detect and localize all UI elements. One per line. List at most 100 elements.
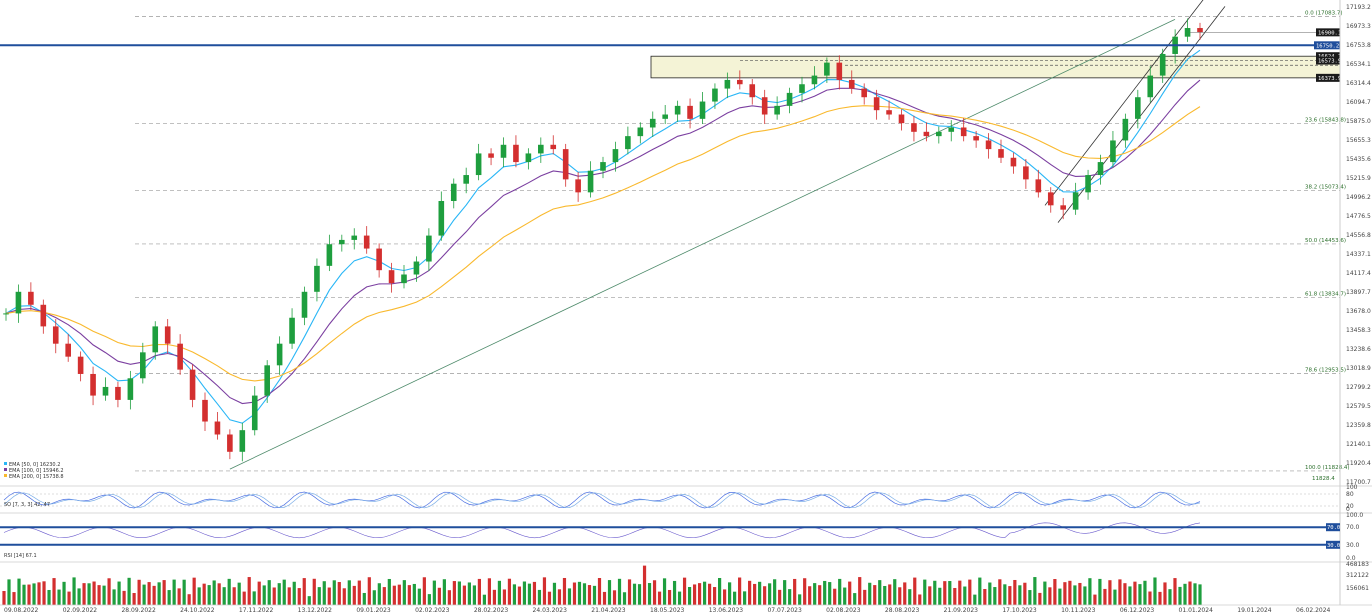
volume-bar bbox=[1068, 580, 1072, 605]
volume-bar bbox=[712, 587, 717, 605]
volume-bar bbox=[707, 583, 712, 605]
candle-body bbox=[314, 265, 320, 292]
candle-body bbox=[301, 291, 308, 318]
volume-bar bbox=[858, 577, 862, 605]
volume-tick-label: 156061 bbox=[1346, 585, 1369, 592]
price-tick-label: 12140.1 bbox=[1346, 441, 1371, 448]
candle-body bbox=[28, 291, 34, 305]
price-tick-label: 15875.0 bbox=[1346, 118, 1371, 125]
volume-bar bbox=[943, 581, 947, 605]
volume-bar bbox=[507, 578, 512, 605]
volume-bar bbox=[147, 582, 151, 605]
volume-bar bbox=[1118, 579, 1122, 605]
date-tick-label: 28.02.2023 bbox=[474, 607, 509, 614]
volume-bar bbox=[397, 584, 401, 605]
price-tick-label: 13897.7 bbox=[1346, 289, 1371, 296]
rsi-tick-label: 70.0 bbox=[1346, 524, 1360, 531]
volume-bar bbox=[162, 580, 166, 605]
volume-bar bbox=[557, 589, 562, 605]
price-tick-label: 14337.1 bbox=[1346, 251, 1371, 258]
date-tick-label: 07.07.2023 bbox=[767, 607, 802, 614]
candle-body bbox=[587, 170, 594, 193]
volume-bar bbox=[492, 589, 497, 605]
price-tick-label: 14117.4 bbox=[1346, 270, 1371, 277]
price-tick-label: 15215.9 bbox=[1346, 175, 1371, 182]
volume-bar bbox=[918, 594, 922, 605]
candle-body bbox=[475, 153, 482, 176]
legend-swatch bbox=[4, 474, 7, 477]
volume-bar bbox=[717, 577, 722, 605]
candle-body bbox=[251, 395, 258, 431]
stoch-tick-label: 80 bbox=[1346, 491, 1354, 498]
volume-bar bbox=[222, 587, 226, 605]
volume-bar bbox=[612, 590, 617, 605]
volume-bar bbox=[863, 589, 867, 605]
candle-body bbox=[886, 110, 892, 115]
candle-body bbox=[575, 179, 581, 193]
volume-bar bbox=[1103, 588, 1107, 605]
volume-bar bbox=[487, 578, 492, 605]
volume-bar bbox=[537, 589, 542, 605]
volume-bar bbox=[352, 585, 356, 605]
volume-bar bbox=[82, 583, 86, 605]
candle-body bbox=[1010, 157, 1017, 167]
volume-bar bbox=[682, 577, 687, 605]
candle-body bbox=[737, 79, 743, 85]
volume-bar bbox=[908, 589, 912, 605]
volume-bar bbox=[262, 585, 266, 605]
volume-bar bbox=[377, 583, 381, 605]
stoch-tick-label: 20 bbox=[1346, 503, 1354, 510]
candle-body bbox=[426, 235, 432, 262]
candle-body bbox=[177, 343, 183, 370]
volume-bar bbox=[12, 592, 16, 605]
channel-upper-line bbox=[1044, 0, 1204, 206]
volume-bar bbox=[437, 587, 441, 605]
candle-body bbox=[164, 326, 171, 344]
ema-line bbox=[5, 105, 1201, 382]
volume-bar bbox=[1168, 589, 1172, 605]
volume-bar bbox=[1003, 584, 1007, 605]
volume-bar bbox=[642, 565, 647, 605]
volume-bar bbox=[512, 584, 517, 605]
volume-bar bbox=[402, 580, 406, 605]
candle-body bbox=[898, 114, 905, 124]
rsi-tick-label: 30.0 bbox=[1346, 542, 1360, 549]
volume-bar bbox=[988, 582, 992, 605]
volume-bar bbox=[1123, 583, 1127, 605]
volume-bar bbox=[1173, 578, 1177, 605]
volume-bar bbox=[1083, 586, 1087, 605]
volume-bar bbox=[968, 579, 972, 605]
volume-bar bbox=[447, 590, 451, 605]
candle-body bbox=[786, 92, 793, 106]
volume-bar bbox=[1078, 582, 1082, 605]
price-tick-label: 16973.3 bbox=[1346, 23, 1371, 30]
price-tick-label: 13018.9 bbox=[1346, 365, 1371, 372]
candles bbox=[3, 18, 1203, 462]
volume-bar bbox=[302, 578, 306, 605]
fib-level-label: 38.2 (15073.4) bbox=[1305, 184, 1346, 190]
volume-bar bbox=[738, 577, 742, 605]
volume-bar bbox=[813, 583, 817, 605]
volume-bar bbox=[993, 587, 997, 605]
horizontal-levels[interactable]: 16750.2 16900.1 11828.4 bbox=[0, 28, 1341, 482]
volume-bar bbox=[517, 586, 522, 605]
volume-bar bbox=[227, 578, 231, 605]
candle-body bbox=[450, 183, 457, 201]
candle-body bbox=[836, 62, 843, 80]
volume-bar bbox=[602, 591, 607, 605]
candle-body bbox=[948, 127, 955, 132]
volume-bar bbox=[27, 584, 31, 605]
volume-bar bbox=[562, 577, 567, 605]
volume-bar bbox=[662, 578, 667, 605]
zone-price-tag-bg bbox=[1316, 52, 1340, 61]
volume-bar bbox=[532, 581, 537, 605]
volume-bar bbox=[1073, 585, 1077, 605]
volume-bar bbox=[422, 577, 426, 605]
candle-body bbox=[612, 149, 619, 163]
rsi-panel: 70.0 30.0 100.0 70.0 30.0 0.0 RSI [14] 67.1 bbox=[0, 512, 1372, 562]
candle-body bbox=[1197, 28, 1203, 33]
rsi-tick-label: 100.0 bbox=[1346, 512, 1363, 519]
candle-body bbox=[960, 127, 967, 137]
